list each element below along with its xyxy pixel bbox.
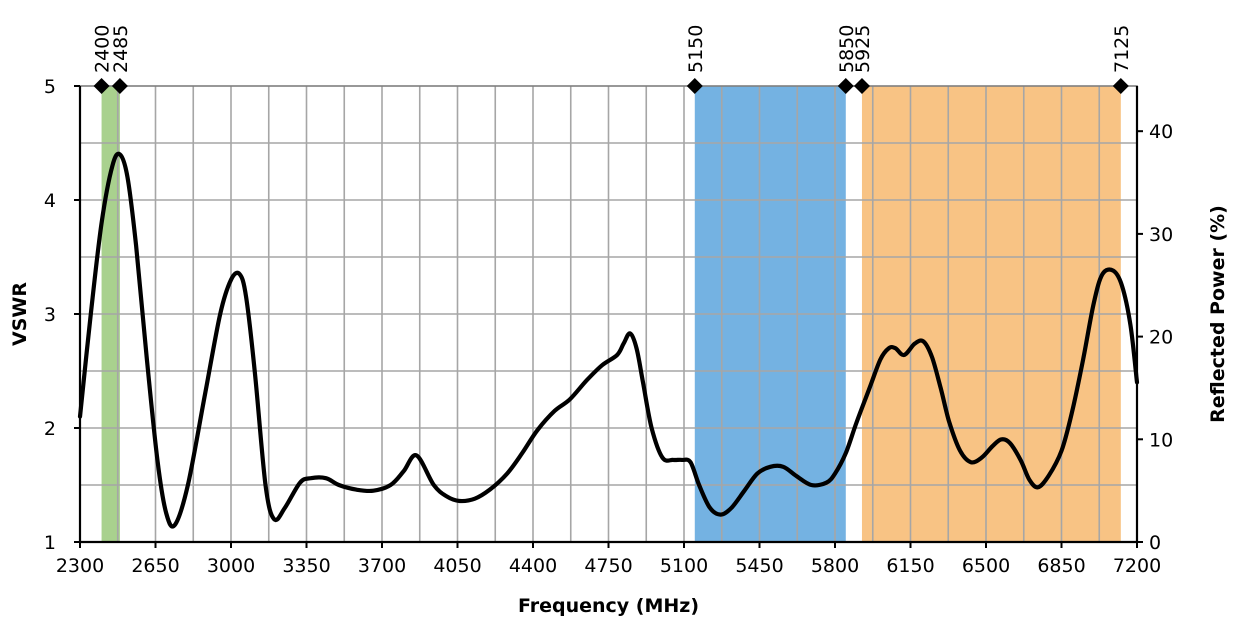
y-axis-title: VSWR <box>9 282 31 346</box>
band-marker-label: 5925 <box>852 25 874 73</box>
band-marker-diamond <box>853 78 870 94</box>
band-marker-label: 5850 <box>836 25 858 73</box>
x-tick-label: 4050 <box>433 555 481 577</box>
x-tick-label: 5450 <box>735 555 783 577</box>
series-line-1 <box>77 151 1140 529</box>
x-tick-label: 7200 <box>1113 555 1161 577</box>
x-tick-label: 6150 <box>886 555 934 577</box>
band-marker-diamond <box>111 78 128 94</box>
y-tick-label: 4 <box>44 190 56 212</box>
y2-axis-title: Reflected Power (%) <box>1207 205 1229 423</box>
y2-tick-label: 10 <box>1149 429 1173 451</box>
y2-tick-label: 30 <box>1149 224 1173 246</box>
band-marker-diamond <box>1112 78 1129 94</box>
y2-tick-label: 40 <box>1149 121 1173 143</box>
axes: 2300 2650 3000 3350 3700 4050 4400 4750 5100 5450… <box>44 76 1173 577</box>
grid <box>80 86 1137 542</box>
x-tick-label: 3700 <box>358 555 406 577</box>
band-marker-label: 5150 <box>685 25 707 73</box>
y-tick-label: 5 <box>44 76 56 98</box>
x-tick-label: 4750 <box>584 555 632 577</box>
band-marker-diamond <box>686 78 703 94</box>
y-tick-label: 3 <box>44 304 56 326</box>
y2-tick-label: 20 <box>1149 327 1173 349</box>
band-marker-label: 2400 <box>92 25 114 73</box>
band-marker-diamond <box>837 78 854 94</box>
x-tick-label: 6500 <box>962 555 1010 577</box>
y-tick-label: 2 <box>44 418 56 440</box>
x-tick-label: 3350 <box>282 555 330 577</box>
x-tick-label: 2650 <box>131 555 179 577</box>
series-group <box>77 151 1140 529</box>
x-tick-label: 4400 <box>509 555 557 577</box>
y-tick-label: 1 <box>44 532 56 554</box>
y2-tick-label: 0 <box>1149 532 1161 554</box>
band-marker-diamond <box>93 78 110 94</box>
band-marker-label: 2485 <box>110 25 132 73</box>
x-tick-label: 6850 <box>1037 555 1085 577</box>
x-axis-title: Frequency (MHz) <box>518 595 699 617</box>
x-tick-label: 3000 <box>207 555 255 577</box>
x-tick-label: 5100 <box>660 555 708 577</box>
x-tick-label: 2300 <box>56 555 104 577</box>
x-tick-label: 5800 <box>811 555 859 577</box>
band-marker-label: 7125 <box>1111 25 1133 73</box>
